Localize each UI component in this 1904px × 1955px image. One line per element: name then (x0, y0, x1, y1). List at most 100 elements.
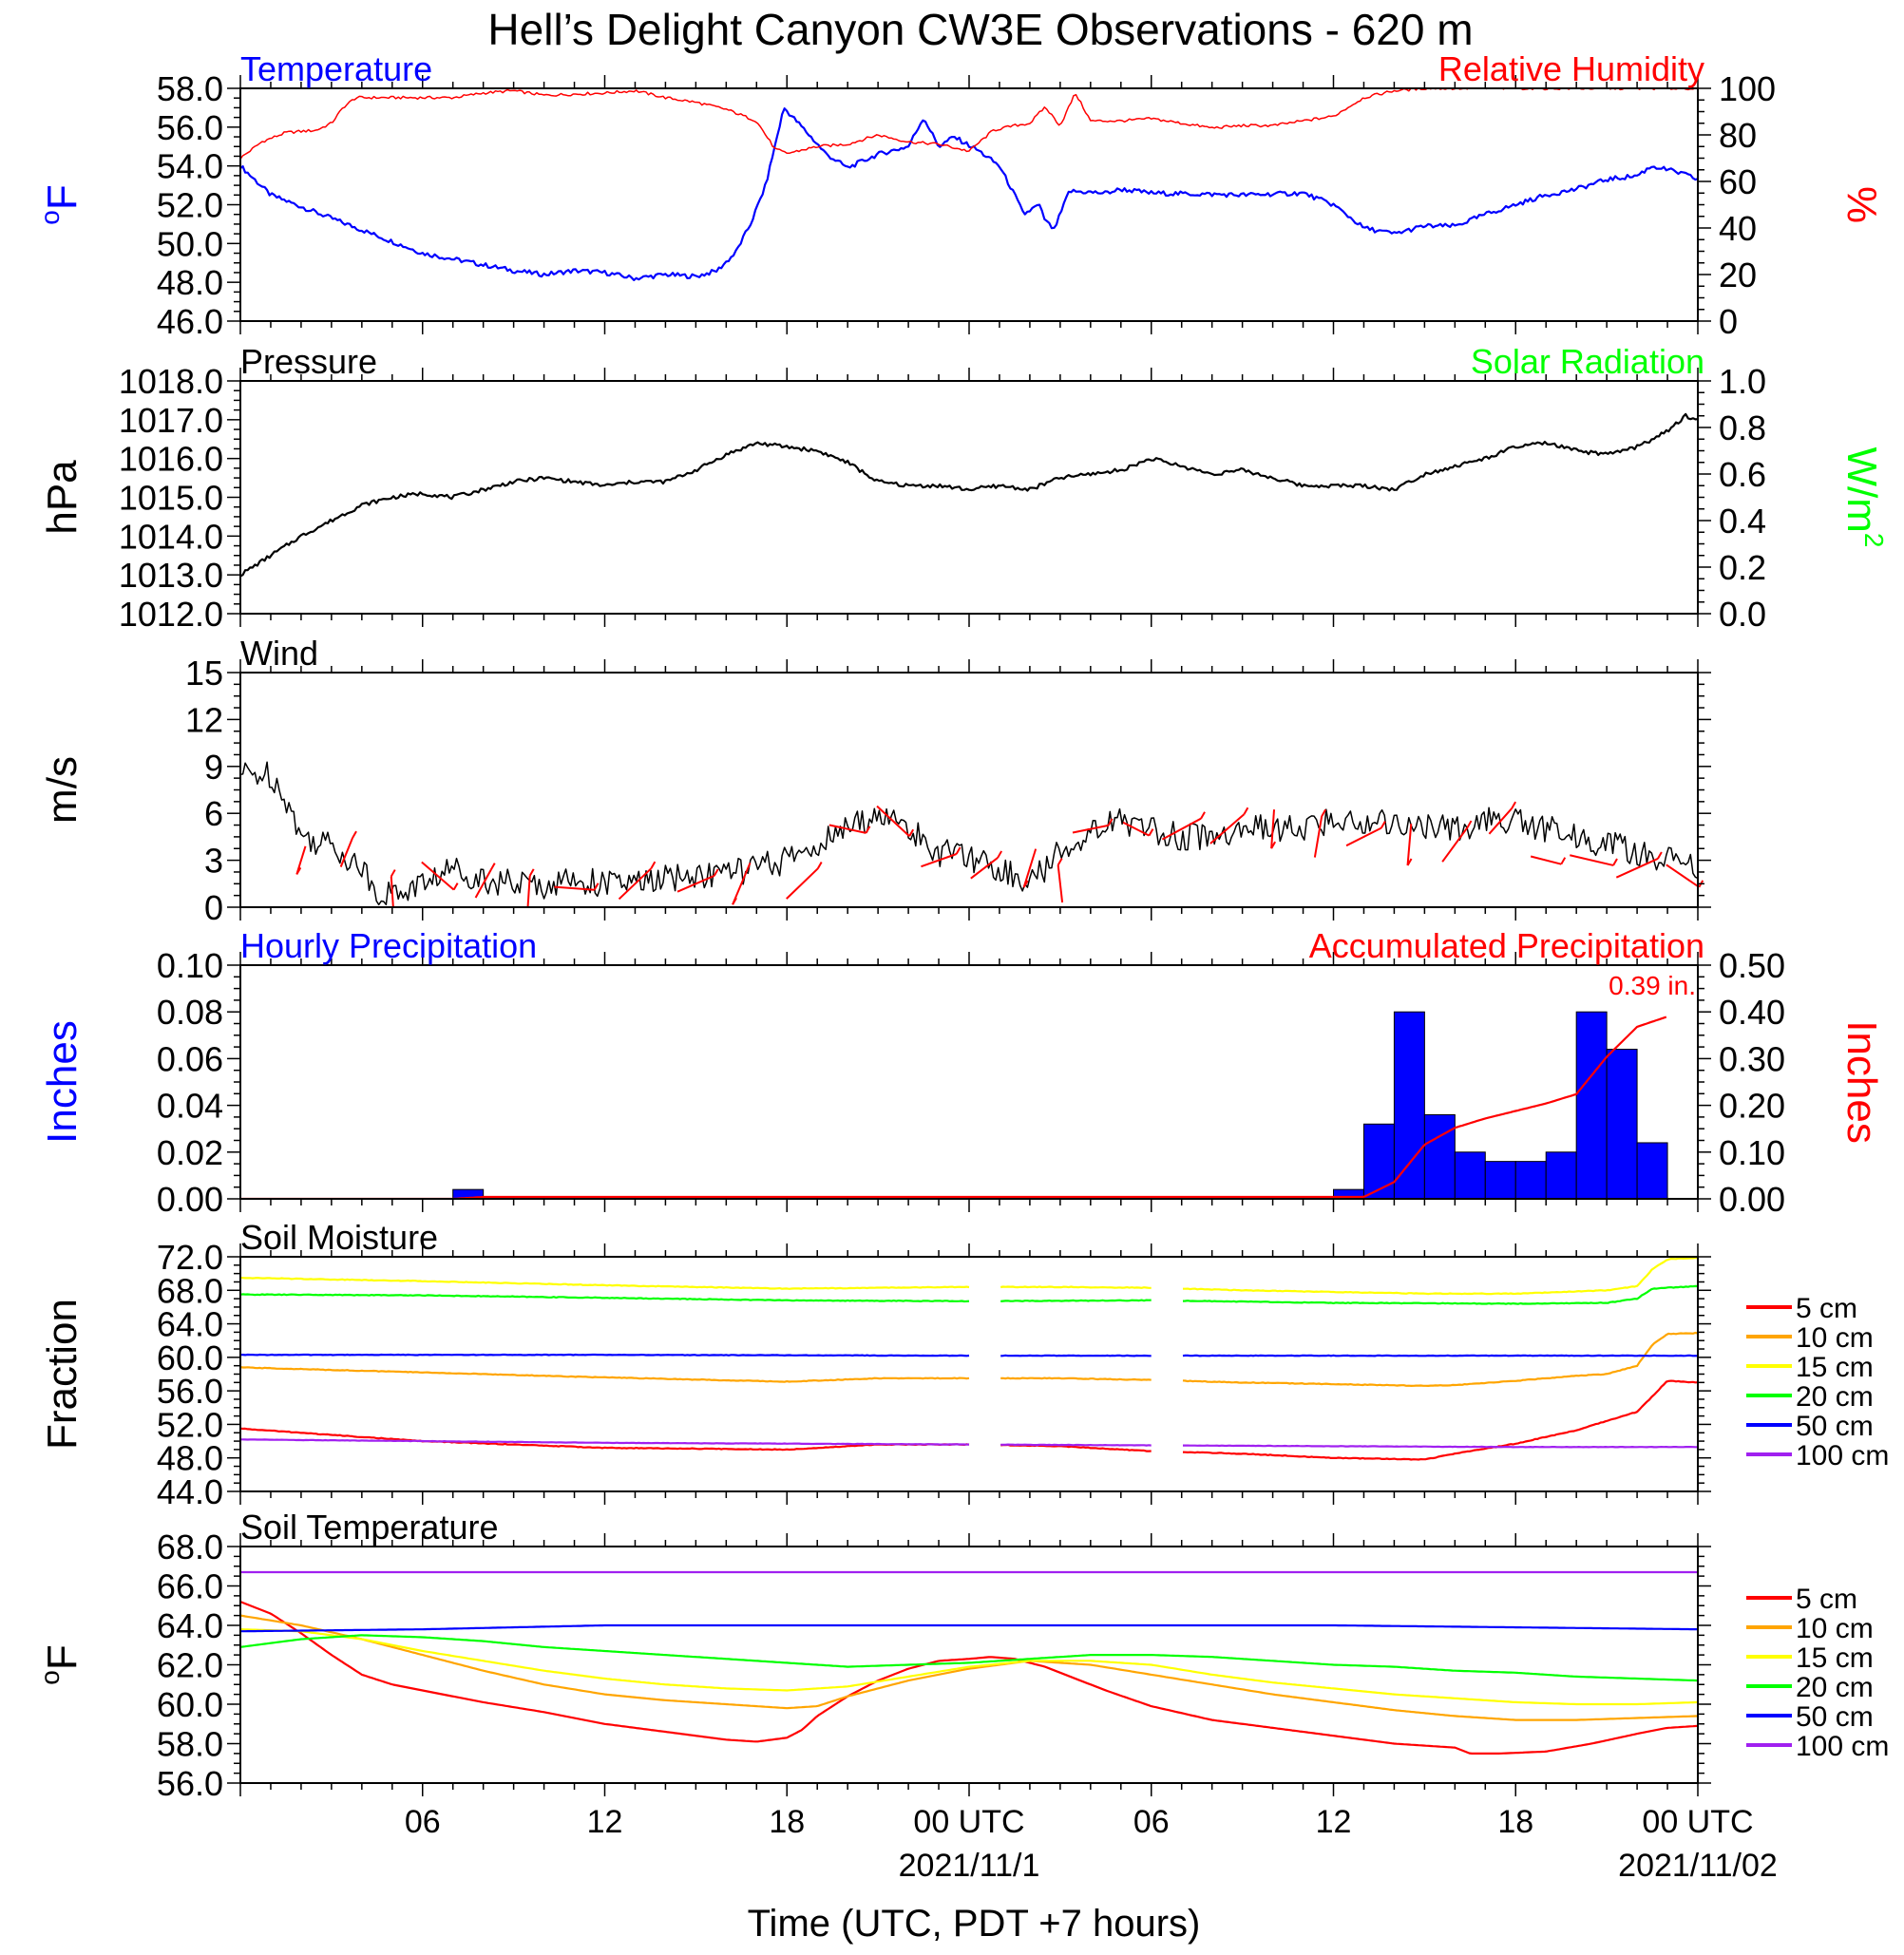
series-line-0 (240, 761, 1698, 906)
wind-barb-flag (713, 868, 719, 877)
panel-title-left: Hourly Precipitation (240, 926, 537, 965)
y-tick-label-left: 58.0 (157, 69, 223, 108)
wind-barb-flag (1466, 820, 1473, 828)
y-tick-label-right: 0.40 (1719, 993, 1785, 1032)
series-line-0 (240, 1015, 1667, 1199)
y-tick-label-left: 50.0 (157, 224, 223, 263)
y-tick-label-left: 1013.0 (119, 556, 223, 595)
y-tick-label-right: 0 (1719, 302, 1738, 341)
wind-barb-flag (1148, 828, 1154, 837)
precip-bar (1575, 1011, 1608, 1200)
y-tick-label-left: 9 (204, 748, 223, 787)
wind-barb (618, 867, 653, 901)
y-axis-label-left: m/s (39, 756, 86, 824)
legend-label: 5 cm (1796, 1293, 1857, 1324)
precip-bar (1484, 1161, 1516, 1200)
y-tick-label-left: 48.0 (157, 263, 223, 302)
wind-barb (828, 824, 866, 834)
legend-label: 5 cm (1796, 1584, 1857, 1615)
y-tick-label-left: 1018.0 (119, 362, 223, 401)
wind-barb-flag (1612, 858, 1618, 866)
y-tick-label-left: 72.0 (157, 1238, 223, 1277)
y-tick-label-left: 0.02 (157, 1133, 223, 1172)
y-tick-label-left: 64.0 (157, 1606, 223, 1645)
wind-barb-flag (908, 828, 915, 837)
wind-barb-flag (593, 883, 600, 891)
precip-bar (1423, 1113, 1456, 1200)
wind-barb-flag (489, 863, 496, 871)
panel-title-right: Relative Humidity (1438, 49, 1704, 88)
wind-barb-flag (528, 868, 535, 877)
wind-barb-flag (1270, 841, 1277, 849)
y-tick-label-left: 0.08 (157, 993, 223, 1032)
x-axis: Time (UTC, PDT +7 hours) 06 12 18 00 UTC 06 1… (405, 1804, 1778, 1945)
x-tick-label: 18 (769, 1804, 805, 1840)
x-tick-label: 18 (1497, 1804, 1533, 1840)
y-tick-label-right: 0.8 (1719, 408, 1766, 447)
wind-barb (1441, 826, 1469, 863)
wind-barb-flag (816, 861, 823, 869)
y-axis-label-left: oF (35, 1644, 86, 1684)
y-tick-label-right: 20 (1719, 256, 1757, 294)
x-tick-label: 12 (1316, 1804, 1352, 1840)
wind-barb (554, 885, 595, 891)
y-tick-label-left: 48.0 (157, 1439, 223, 1478)
y-axis-label-left: oF (35, 184, 86, 224)
wind-barb (1666, 864, 1700, 888)
wind-barb (1570, 854, 1614, 866)
wind-barb (1022, 848, 1038, 888)
y-axis-label-left: Fraction (39, 1299, 86, 1450)
y-tick-label-left: 0.04 (157, 1087, 223, 1126)
y-tick-label-left: 68.0 (157, 1528, 223, 1566)
panel-wind: 0 3 6 9 12 15 Wind m/s (39, 634, 1711, 927)
y-axis-label-right: % (1838, 186, 1885, 223)
wind-barb-flag (1321, 808, 1327, 817)
wind-barb (1122, 821, 1150, 837)
y-tick-label-right: 40 (1719, 209, 1757, 248)
series-line-20cm (240, 1634, 1698, 1682)
y-tick-label-left: 1012.0 (119, 595, 223, 634)
y-tick-label-left: 56.0 (157, 108, 223, 147)
x-date-label: 2021/11/1 (899, 1848, 1040, 1884)
wind-barb-flag (1200, 811, 1206, 820)
legend-label: 20 cm (1796, 1381, 1874, 1413)
wind-barb (339, 837, 353, 867)
series-line-10cm (240, 1614, 1698, 1721)
y-tick-label-left: 44.0 (157, 1472, 223, 1511)
figure-title: Hell’s Delight Canyon CW3E Observations … (487, 5, 1473, 54)
legend-label: 50 cm (1796, 1701, 1874, 1733)
y-tick-label-right: 0.30 (1719, 1039, 1785, 1078)
precip-bar (1545, 1151, 1577, 1200)
panel-pressure: 1012.01013.01014.01015.01016.01017.01018… (39, 342, 1889, 634)
legend-label: 100 cm (1796, 1440, 1889, 1471)
x-tick-label: 06 (1133, 1804, 1170, 1840)
precip-bar (1606, 1049, 1638, 1200)
wind-barb (876, 805, 910, 838)
series-line-15cm (240, 1628, 1698, 1706)
y-tick-label-left: 60.0 (157, 1685, 223, 1724)
y-tick-label-left: 54.0 (157, 147, 223, 186)
y-tick-label-left: 1015.0 (119, 479, 223, 518)
y-tick-label-right: 60 (1719, 162, 1757, 201)
wind-barb (786, 867, 819, 900)
wind-barb (474, 869, 492, 899)
wind-barb (526, 875, 531, 908)
y-tick-label-left: 66.0 (157, 1567, 223, 1606)
y-tick-label-left: 68.0 (157, 1271, 223, 1310)
legend-label: 10 cm (1796, 1322, 1874, 1354)
wind-barb-flag (1380, 821, 1386, 829)
y-tick-label-right: 0.10 (1719, 1133, 1785, 1172)
wind-barb (970, 857, 999, 880)
x-tick-label: 00 UTC (1642, 1804, 1753, 1840)
wind-barb-flag (865, 826, 871, 834)
wind-barb (1313, 816, 1323, 858)
legend-label: 15 cm (1796, 1352, 1874, 1383)
series-line-20cm (240, 1284, 1698, 1305)
wind-barb (921, 853, 957, 868)
plot-area (240, 761, 1698, 906)
x-tick-label: 12 (587, 1804, 623, 1840)
wind-barb-flag (390, 869, 396, 878)
plot-area (240, 412, 1698, 578)
